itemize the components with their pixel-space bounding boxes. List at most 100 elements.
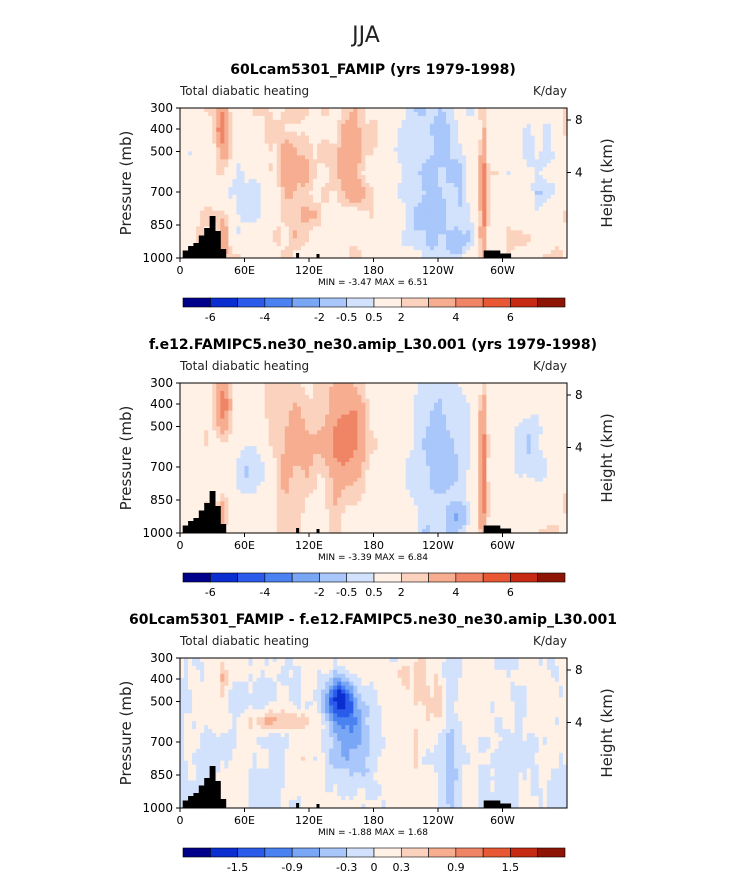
heatmap-cell <box>502 151 508 156</box>
heatmap-cell <box>296 190 302 196</box>
heatmap-cell <box>373 190 379 196</box>
heatmap-cell <box>433 210 439 216</box>
heatmap-cell <box>385 131 391 137</box>
heatmap-cell <box>397 175 403 180</box>
heatmap-cell <box>309 461 314 467</box>
heatmap-cell <box>256 513 262 518</box>
heatmap-cell <box>522 183 528 188</box>
heatmap-cell <box>256 230 262 235</box>
heatmap-cell <box>313 222 318 228</box>
heatmap-cell <box>458 163 463 168</box>
heatmap-cell <box>196 131 201 137</box>
heatmap-cell <box>212 422 217 428</box>
heatmap-cell <box>377 194 383 200</box>
heatmap-cell <box>228 143 234 149</box>
heatmap-cell <box>309 386 314 392</box>
heatmap-cell <box>260 139 266 145</box>
heatmap-cell <box>462 131 467 137</box>
heatmap-cell <box>284 171 290 176</box>
heatmap-cell <box>232 183 238 188</box>
heatmap-cell <box>224 234 229 239</box>
heatmap-cell <box>357 119 363 125</box>
heatmap-cell <box>438 108 443 113</box>
heatmap-cell <box>389 155 395 160</box>
heatmap-cell <box>280 402 286 408</box>
x-tick-label: 120E <box>295 264 323 277</box>
heatmap-cell <box>252 254 258 259</box>
heatmap-cell <box>232 139 238 145</box>
heatmap-cell <box>409 222 415 228</box>
heatmap-cell <box>260 390 266 396</box>
heatmap-cell <box>357 206 363 212</box>
heatmap-cell <box>296 509 302 514</box>
heatmap-cell <box>180 163 185 168</box>
heatmap-cell <box>341 210 346 216</box>
heatmap-cell <box>317 115 322 121</box>
heatmap-cell <box>288 163 294 168</box>
heatmap-cell <box>550 246 556 251</box>
heatmap-cell <box>313 139 318 145</box>
heatmap-cell <box>458 202 463 208</box>
y-axis-label: Pressure (mb) <box>117 131 135 236</box>
heatmap-cell <box>192 465 197 471</box>
heatmap-cell <box>232 501 238 506</box>
heatmap-cell <box>325 242 330 247</box>
heatmap-cell <box>522 147 528 153</box>
heatmap-cell <box>204 489 209 495</box>
heatmap-cell <box>236 517 242 522</box>
heatmap-cell <box>236 151 242 156</box>
heatmap-cell <box>405 175 411 180</box>
heatmap-cell <box>510 238 516 243</box>
heatmap-cell <box>212 143 217 149</box>
heatmap-cell <box>446 115 451 121</box>
heatmap-cell <box>474 171 479 176</box>
heatmap-cell <box>381 230 387 235</box>
heatmap-cell <box>526 119 532 125</box>
heatmap-cell <box>244 198 250 204</box>
heatmap-cell <box>514 167 520 172</box>
heatmap-cell <box>280 521 286 526</box>
heatmap-cell <box>317 119 322 125</box>
heatmap-cell <box>333 143 338 149</box>
heatmap-cell <box>510 108 516 113</box>
heatmap-cell <box>361 167 367 172</box>
heatmap-cell <box>425 179 431 184</box>
heatmap-cell <box>522 143 528 149</box>
heatmap-cell <box>232 131 238 137</box>
heatmap-cell <box>232 202 238 208</box>
heatmap-cell <box>288 461 294 467</box>
heatmap-cell <box>272 230 278 235</box>
heatmap-cell <box>385 143 391 149</box>
heatmap-cell <box>353 171 358 176</box>
heatmap-cell <box>252 123 258 129</box>
heatmap-cell <box>260 517 266 522</box>
heatmap-cell <box>429 250 435 255</box>
heatmap-cell <box>329 190 334 196</box>
heatmap-cell <box>236 458 242 463</box>
heatmap-cell <box>389 190 395 196</box>
heatmap-cell <box>446 111 451 117</box>
heatmap-cell <box>478 175 483 180</box>
heatmap-cell <box>296 434 302 439</box>
heatmap-cell <box>260 493 266 499</box>
heatmap-cell <box>192 422 197 428</box>
heatmap-cell <box>184 163 189 168</box>
heatmap-cell <box>228 155 234 160</box>
heatmap-cell <box>309 234 314 239</box>
heatmap-cell <box>288 254 294 259</box>
heatmap-cell <box>365 171 371 176</box>
heatmap-cell <box>526 155 532 160</box>
heatmap-cell <box>425 238 431 243</box>
heatmap-cell <box>309 406 314 412</box>
heatmap-cell <box>256 123 262 129</box>
heatmap-cell <box>280 481 286 487</box>
heatmap-cell <box>196 218 201 224</box>
heatmap-cell <box>244 458 250 463</box>
heatmap-cell <box>268 198 274 204</box>
heatmap-cell <box>345 230 350 235</box>
heatmap-cell <box>180 135 185 141</box>
heatmap-cell <box>562 202 568 208</box>
heatmap-cell <box>530 238 536 243</box>
heatmap-cell <box>562 214 568 220</box>
heatmap-cell <box>401 202 407 208</box>
